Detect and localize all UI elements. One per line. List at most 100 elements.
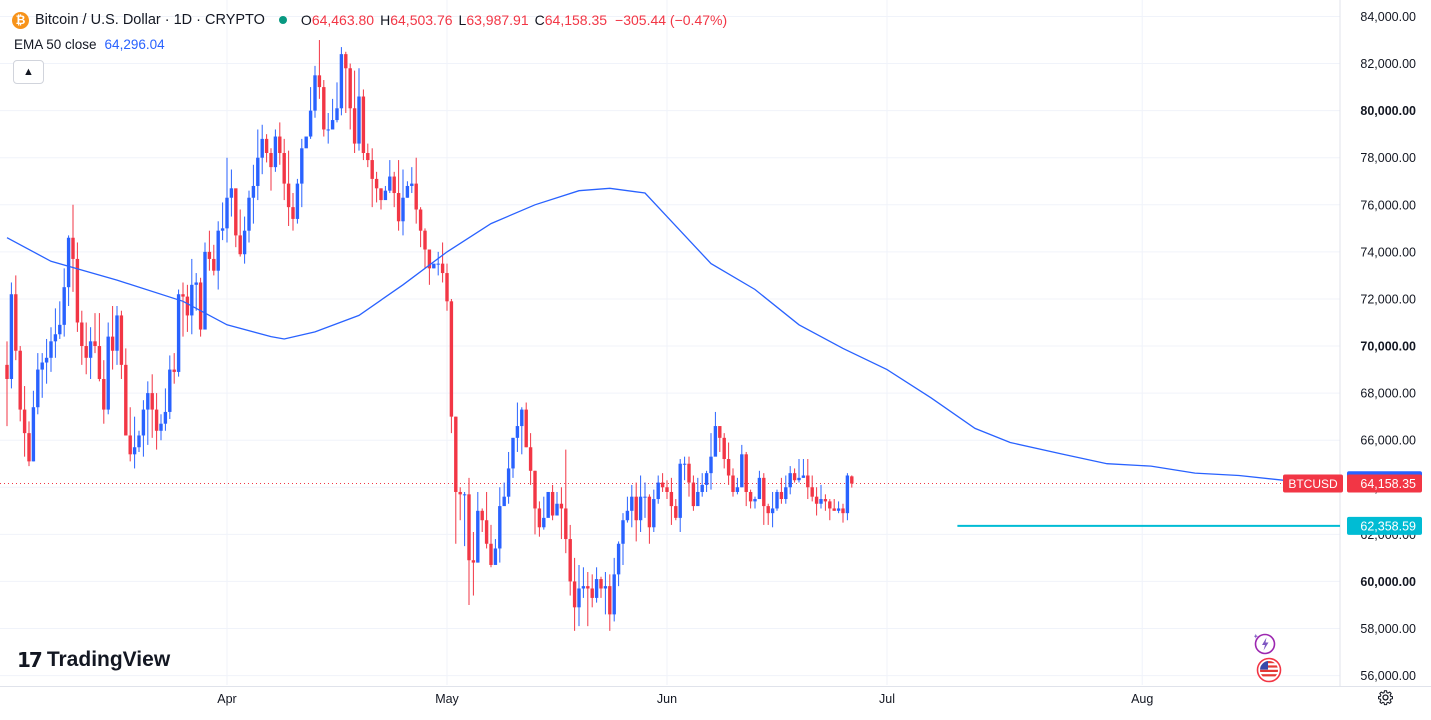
candle[interactable] bbox=[467, 494, 471, 561]
candle[interactable] bbox=[520, 409, 524, 427]
candle[interactable] bbox=[731, 475, 735, 492]
candle[interactable] bbox=[102, 378, 106, 410]
candle[interactable] bbox=[810, 487, 814, 497]
candle[interactable] bbox=[330, 120, 335, 130]
candle[interactable] bbox=[256, 157, 260, 186]
candle[interactable] bbox=[304, 136, 308, 149]
candle[interactable] bbox=[238, 235, 242, 255]
candle[interactable] bbox=[735, 487, 740, 492]
candle[interactable] bbox=[194, 282, 198, 285]
candle[interactable] bbox=[14, 294, 18, 351]
candle[interactable] bbox=[128, 435, 132, 455]
candle[interactable] bbox=[445, 273, 449, 302]
candle[interactable] bbox=[322, 87, 326, 130]
candle[interactable] bbox=[643, 496, 647, 498]
candle[interactable] bbox=[5, 364, 9, 379]
candle[interactable] bbox=[674, 506, 678, 518]
candle[interactable] bbox=[286, 183, 291, 208]
ema-line[interactable] bbox=[6, 187, 1314, 481]
candle[interactable] bbox=[36, 369, 40, 408]
candle[interactable] bbox=[418, 209, 423, 231]
candle[interactable] bbox=[216, 230, 220, 271]
candle[interactable] bbox=[154, 409, 159, 431]
candle[interactable] bbox=[788, 473, 792, 488]
candle[interactable] bbox=[555, 503, 559, 516]
candle[interactable] bbox=[550, 491, 555, 516]
candle[interactable] bbox=[176, 294, 181, 372]
candle[interactable] bbox=[260, 138, 264, 158]
candle[interactable] bbox=[9, 294, 14, 379]
market-status-icon[interactable] bbox=[278, 16, 287, 24]
candle[interactable] bbox=[348, 68, 352, 109]
candle[interactable] bbox=[436, 263, 440, 265]
candle[interactable] bbox=[66, 237, 71, 288]
candle[interactable] bbox=[832, 508, 836, 511]
candle[interactable] bbox=[806, 475, 810, 488]
candle[interactable] bbox=[282, 153, 286, 184]
candle[interactable] bbox=[190, 284, 194, 316]
candle[interactable] bbox=[273, 136, 278, 168]
candle[interactable] bbox=[625, 510, 630, 521]
candle[interactable] bbox=[850, 476, 854, 484]
candle[interactable] bbox=[278, 136, 282, 154]
candle[interactable] bbox=[401, 197, 405, 222]
candle[interactable] bbox=[335, 108, 339, 121]
candle[interactable] bbox=[801, 475, 806, 478]
candle[interactable] bbox=[678, 463, 682, 518]
candle[interactable] bbox=[819, 499, 823, 504]
candle[interactable] bbox=[828, 501, 832, 509]
candle[interactable] bbox=[53, 334, 58, 342]
candle[interactable] bbox=[71, 237, 75, 259]
candle[interactable] bbox=[49, 341, 53, 358]
candle[interactable] bbox=[704, 473, 709, 485]
candle[interactable] bbox=[652, 499, 656, 528]
candle[interactable] bbox=[313, 75, 317, 111]
candle[interactable] bbox=[762, 477, 766, 507]
candle[interactable] bbox=[132, 447, 137, 455]
symbol-title[interactable]: Bitcoin / U.S. Dollar · 1D · CRYPTO bbox=[35, 12, 265, 28]
candle[interactable] bbox=[423, 230, 427, 250]
candle[interactable] bbox=[405, 185, 410, 198]
candle[interactable] bbox=[647, 496, 652, 528]
candle[interactable] bbox=[234, 188, 238, 236]
candle[interactable] bbox=[247, 197, 251, 231]
candle[interactable] bbox=[630, 496, 634, 511]
candle[interactable] bbox=[502, 496, 506, 507]
candle[interactable] bbox=[31, 407, 36, 462]
candle[interactable] bbox=[722, 437, 726, 460]
candle[interactable] bbox=[84, 346, 88, 358]
candle[interactable] bbox=[88, 341, 93, 358]
sparkle-icon[interactable] bbox=[1254, 633, 1276, 655]
candle[interactable] bbox=[572, 581, 577, 608]
candle[interactable] bbox=[141, 409, 146, 436]
candle[interactable] bbox=[97, 346, 102, 379]
candle[interactable] bbox=[449, 301, 454, 417]
candle[interactable] bbox=[581, 586, 586, 589]
candle[interactable] bbox=[542, 517, 546, 528]
candle[interactable] bbox=[568, 539, 572, 582]
candle[interactable] bbox=[682, 463, 687, 465]
candle[interactable] bbox=[295, 183, 300, 219]
candle[interactable] bbox=[603, 586, 608, 589]
candle[interactable] bbox=[757, 477, 762, 500]
candle[interactable] bbox=[621, 520, 625, 544]
candle[interactable] bbox=[383, 190, 388, 201]
candle[interactable] bbox=[229, 188, 234, 198]
tradingview-logo[interactable]: 17 TradingView bbox=[17, 648, 170, 672]
candle[interactable] bbox=[484, 520, 489, 544]
candle[interactable] bbox=[665, 487, 669, 492]
candle[interactable] bbox=[440, 263, 445, 274]
candle[interactable] bbox=[326, 129, 330, 131]
candle[interactable] bbox=[361, 96, 366, 154]
candle[interactable] bbox=[264, 138, 269, 154]
candle[interactable] bbox=[476, 510, 480, 563]
candle[interactable] bbox=[577, 588, 581, 608]
candle[interactable] bbox=[845, 475, 850, 514]
collapse-legend-button[interactable]: ▲ bbox=[13, 60, 44, 84]
candle[interactable] bbox=[713, 426, 718, 457]
candle[interactable] bbox=[137, 435, 141, 448]
candle[interactable] bbox=[370, 160, 374, 179]
candle[interactable] bbox=[533, 470, 537, 509]
candle[interactable] bbox=[410, 183, 414, 186]
candle[interactable] bbox=[564, 508, 568, 540]
